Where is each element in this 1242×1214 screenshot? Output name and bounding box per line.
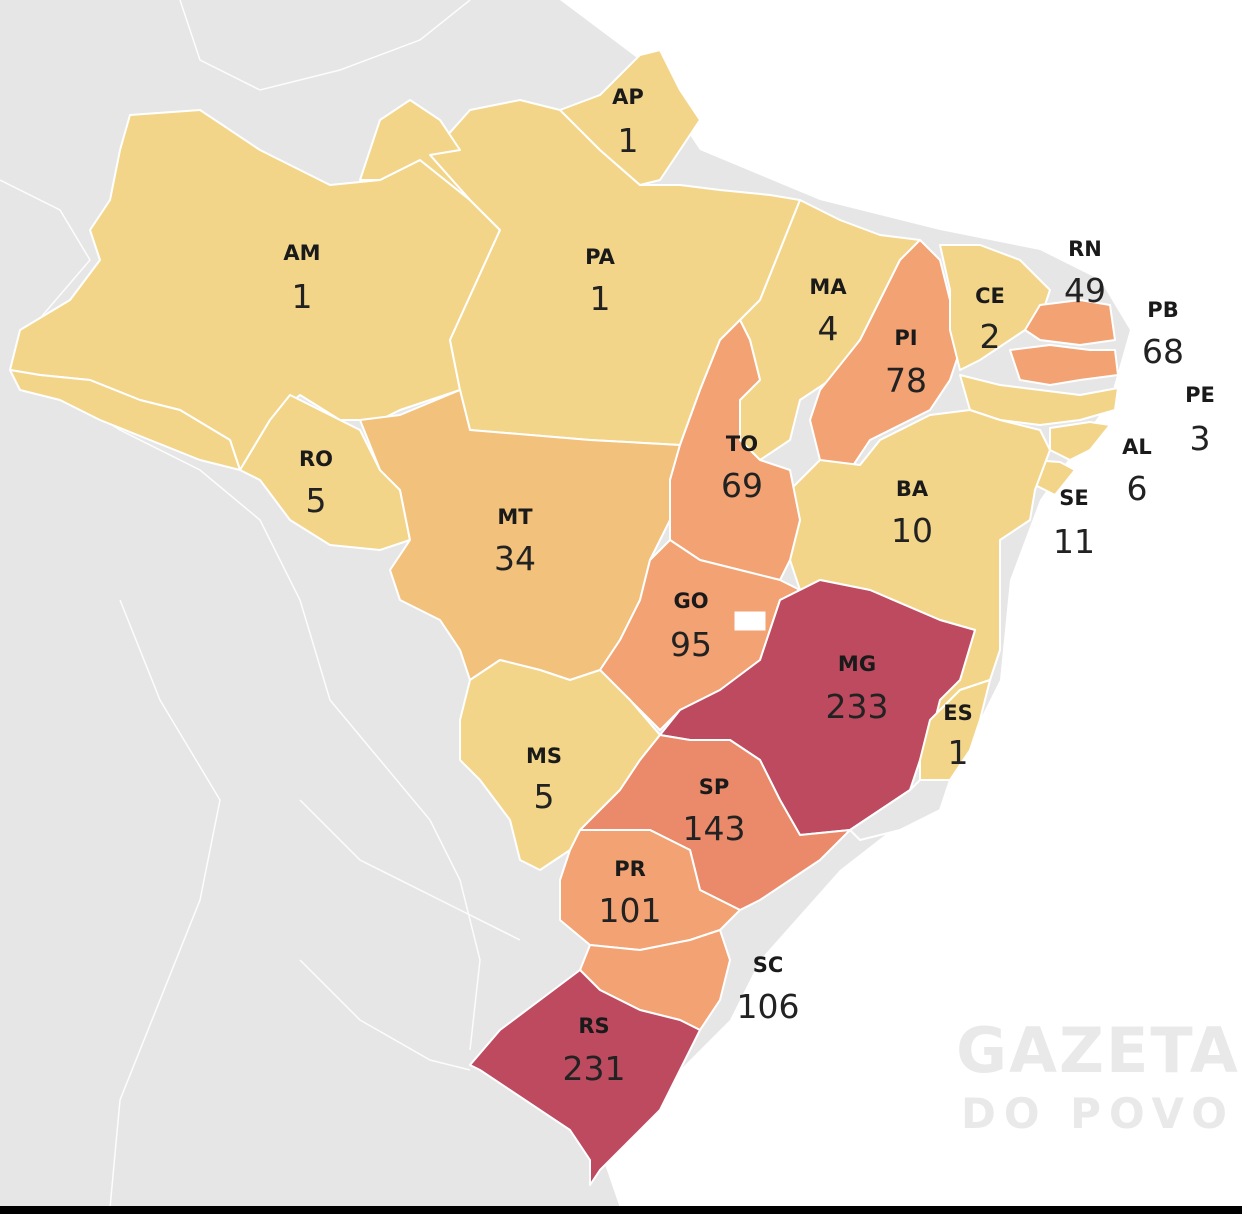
label-value-pi: 78 xyxy=(885,361,927,400)
label-code-se: SE xyxy=(1059,486,1088,510)
label-value-pa: 1 xyxy=(590,279,611,318)
label-value-am: 1 xyxy=(292,277,313,316)
state-ac xyxy=(9,369,241,471)
label-code-ba: BA xyxy=(896,477,929,501)
watermark-line1: GAZETA xyxy=(956,1014,1240,1087)
label-value-go: 95 xyxy=(670,625,712,664)
label-code-sc: SC xyxy=(753,953,784,977)
label-code-es: ES xyxy=(943,701,972,725)
label-code-go: GO xyxy=(673,589,708,613)
state-rs xyxy=(469,969,701,1186)
ocean-area xyxy=(560,0,1242,1208)
label-code-mg: MG xyxy=(838,652,876,676)
label-code-mt: MT xyxy=(497,505,533,529)
label-code-ap: AP xyxy=(612,85,644,109)
label-value-ma: 4 xyxy=(818,309,839,348)
state-rr xyxy=(359,99,471,201)
label-value-pe: 3 xyxy=(1190,419,1211,458)
state-pb xyxy=(1009,344,1119,386)
label-code-sp: SP xyxy=(699,775,730,799)
state-ce xyxy=(939,244,1051,371)
label-code-rs: RS xyxy=(578,1014,609,1038)
label-code-am: AM xyxy=(283,241,320,265)
label-value-sc: 106 xyxy=(737,987,800,1026)
watermark-line2: DO POVO xyxy=(961,1089,1235,1138)
label-code-rn: RN xyxy=(1068,237,1102,261)
state-rn xyxy=(1024,299,1116,346)
label-code-pe: PE xyxy=(1185,383,1215,407)
gazeta-do-povo-watermark: GAZETA DO POVO xyxy=(956,1014,1240,1138)
state-to xyxy=(669,319,801,581)
label-code-ms: MS xyxy=(526,744,562,768)
state-es xyxy=(919,679,991,781)
label-value-rn: 49 xyxy=(1064,271,1106,310)
state-ap xyxy=(559,49,701,186)
label-value-pb: 68 xyxy=(1142,332,1184,371)
states-layer xyxy=(9,49,1119,1186)
label-code-ce: CE xyxy=(975,284,1005,308)
label-code-to: TO xyxy=(726,432,758,456)
state-df xyxy=(734,611,766,631)
label-value-mg: 233 xyxy=(826,687,889,726)
label-code-pr: PR xyxy=(614,857,646,881)
state-labels: AP 1 AM 1 PA 1 MA 4 PI 78 CE 2 RN 49 PB … xyxy=(283,85,1214,1088)
label-code-al: AL xyxy=(1122,435,1152,459)
label-code-ro: RO xyxy=(299,447,333,471)
label-value-rs: 231 xyxy=(563,1049,626,1088)
label-value-ap: 1 xyxy=(618,121,639,160)
bottom-border xyxy=(0,1206,1242,1214)
state-rj xyxy=(849,779,951,841)
label-code-ma: MA xyxy=(809,275,847,299)
label-value-ba: 10 xyxy=(891,511,933,550)
label-code-pi: PI xyxy=(894,326,917,350)
label-value-se: 11 xyxy=(1053,522,1095,561)
label-value-al: 6 xyxy=(1127,469,1148,508)
label-code-pb: PB xyxy=(1147,298,1178,322)
label-value-to: 69 xyxy=(721,466,763,505)
label-code-pa: PA xyxy=(585,245,615,269)
label-value-ms: 5 xyxy=(534,777,555,816)
label-value-ro: 5 xyxy=(306,481,327,520)
label-value-pr: 101 xyxy=(599,891,662,930)
label-value-ce: 2 xyxy=(980,317,1001,356)
label-value-mt: 34 xyxy=(494,539,536,578)
label-value-es: 1 xyxy=(948,733,969,772)
label-value-sp: 143 xyxy=(683,809,746,848)
